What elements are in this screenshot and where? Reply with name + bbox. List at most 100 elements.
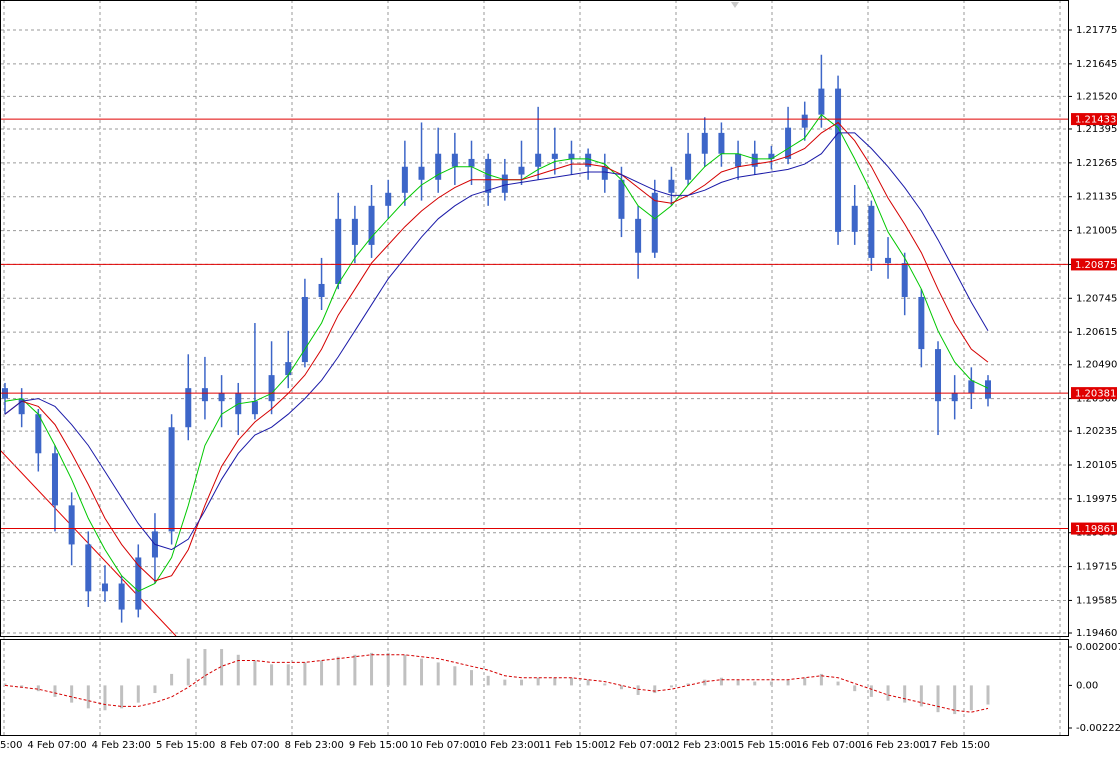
y-tick-label: 1.20615 [1076, 327, 1117, 338]
candle-body [818, 88, 825, 115]
candle-body [468, 158, 475, 167]
candle-body [701, 132, 708, 154]
candle-body [535, 153, 542, 167]
candle-body [768, 153, 775, 159]
candle-body [218, 393, 225, 402]
y-tick-label: 1.19585 [1076, 595, 1117, 606]
vertical-grid [3, 0, 1061, 735]
candle-body [618, 179, 625, 219]
y-tick-label: 1.21395 [1076, 124, 1117, 135]
y-tick-label: 1.21645 [1076, 59, 1117, 70]
candle-body [301, 296, 308, 363]
candle-body [385, 192, 392, 206]
candle-body [335, 218, 342, 284]
level-label: 1.19861 [1075, 524, 1116, 535]
candle-body [918, 296, 925, 350]
candle-body [351, 218, 358, 245]
candle-body [435, 153, 442, 180]
shift-marker [731, 2, 739, 8]
y-tick-label: 1.20105 [1076, 460, 1117, 471]
candle-body [868, 205, 875, 258]
y-tick-label: -0.002227 [1076, 723, 1120, 734]
level-label: 1.20875 [1075, 260, 1116, 271]
x-tick-label: 9 Feb 15:00 [349, 740, 408, 751]
x-tick-label: 5 Feb 15:00 [156, 740, 215, 751]
candle-body [18, 398, 25, 415]
signal-line [4, 654, 989, 713]
x-tick-label: 17 Feb 15:00 [924, 740, 990, 751]
level-tag [1071, 387, 1117, 400]
candle-body [118, 583, 125, 610]
candle-body [718, 132, 725, 154]
candle-body [551, 153, 558, 159]
y-tick-label: 1.19715 [1076, 562, 1117, 573]
x-tick-label: 10 Feb 23:00 [474, 740, 540, 751]
candle-body [885, 257, 892, 264]
x-tick-label: 4 Feb 23:00 [92, 740, 151, 751]
candle-body [501, 174, 508, 193]
candle-body [668, 179, 675, 193]
candle-body [401, 166, 408, 193]
y-tick-label: 1.21265 [1076, 158, 1117, 169]
y-tick-label: 0.002007 [1076, 642, 1120, 653]
candle-body [518, 166, 525, 175]
candle-body [751, 153, 758, 167]
candle-body [801, 114, 808, 128]
x-tick-label: 12 Feb 07:00 [603, 740, 669, 751]
y-tick-label: 1.20490 [1076, 360, 1117, 371]
candle-body [835, 88, 842, 232]
candle-body [135, 557, 142, 610]
y-tick-label: 1.21005 [1076, 226, 1117, 237]
candle-body [101, 583, 108, 592]
candle-body [601, 166, 608, 180]
level-tag [1071, 113, 1117, 126]
indicator-pane-border [0, 639, 1069, 736]
candle-body [201, 388, 208, 402]
candle-body [985, 380, 991, 399]
x-tick-label: 10 Feb 07:00 [410, 740, 476, 751]
x-tick-label: 11 Feb 15:00 [539, 740, 605, 751]
candle-body [851, 205, 858, 232]
candle-body [368, 205, 375, 245]
x-tick-label: 4 Feb 07:00 [27, 740, 86, 751]
candle-body [968, 380, 975, 394]
candle-body [268, 375, 275, 402]
candle-body [285, 362, 292, 376]
y-tick-label: 1.21775 [1076, 25, 1117, 36]
x-tick-label: 8 Feb 07:00 [220, 740, 279, 751]
moving-average [4, 132, 989, 551]
candle-body [951, 393, 958, 402]
candle-body [168, 427, 175, 532]
moving-average [4, 121, 989, 582]
candle-body [485, 158, 492, 193]
y-tick-label: 1.19460 [1076, 628, 1117, 639]
candle-body [585, 153, 592, 167]
main-pane-border [0, 0, 1069, 637]
y-tick-label: 1.21135 [1076, 192, 1117, 203]
candle-body [451, 153, 458, 167]
candle-body [735, 153, 742, 167]
candle-body [251, 401, 258, 415]
y-tick-label: 1.21520 [1076, 91, 1117, 102]
x-tick-label: 12 Feb 23:00 [667, 740, 733, 751]
candle-body [635, 218, 642, 253]
candle-body [85, 544, 92, 592]
y-tick-label: 1.20745 [1076, 293, 1117, 304]
candle-body [651, 192, 658, 253]
candle-body [685, 153, 692, 180]
candle-body [935, 349, 942, 402]
candle-body [418, 166, 425, 180]
moving-average [4, 113, 989, 592]
candle-body [35, 414, 42, 454]
y-tick-label: 0.00 [1076, 680, 1098, 691]
candle-body [785, 127, 792, 159]
candle-body [318, 283, 325, 297]
candle-body [568, 153, 575, 159]
y-tick-label: 1.20235 [1076, 426, 1117, 437]
candle-body [185, 388, 192, 428]
level-label: 1.20381 [1075, 389, 1116, 400]
x-tick-label: 8 Feb 23:00 [285, 740, 344, 751]
candle-body [68, 505, 75, 545]
